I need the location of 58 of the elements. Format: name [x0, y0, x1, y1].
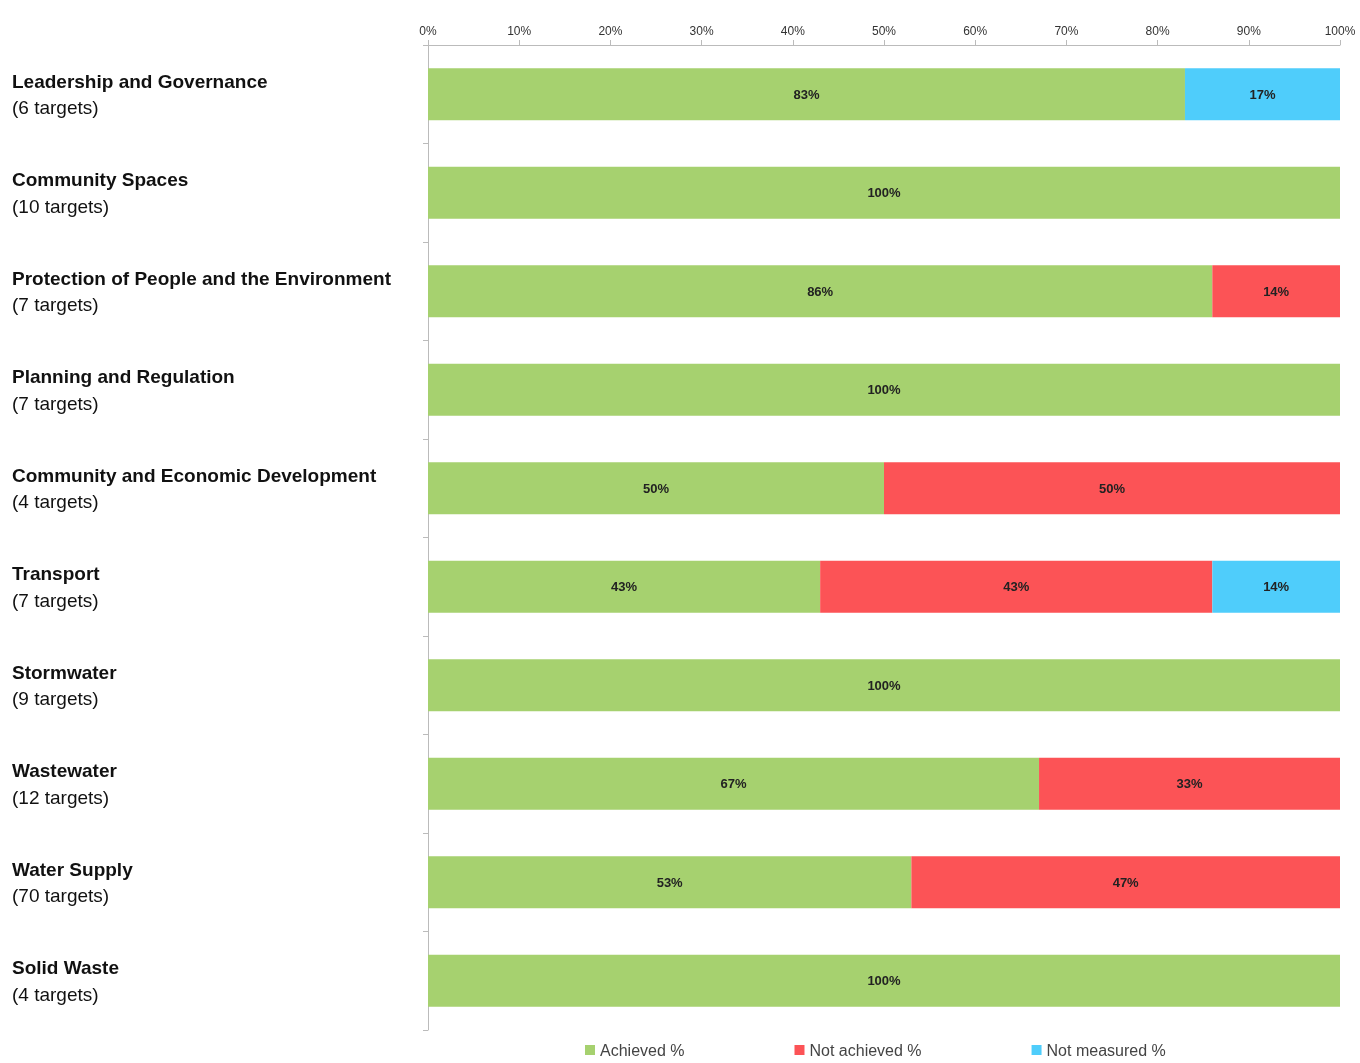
x-tick-label: 100%: [1324, 24, 1356, 38]
y-tick-label: Wastewater (12 targets): [12, 760, 118, 808]
data-label: 50%: [1098, 480, 1126, 496]
data-label: 100%: [867, 973, 902, 989]
bar: [1212, 265, 1340, 318]
x-tick-label: 20%: [598, 24, 623, 38]
legend-label: Not achieved %: [809, 1041, 922, 1059]
data-label: 17%: [1249, 86, 1276, 102]
bar: [428, 560, 821, 613]
x-tick-label: 0%: [419, 24, 437, 38]
y-tick-label: Planning and Regulation (7 targets): [12, 366, 235, 414]
data-label: 100%: [867, 382, 902, 398]
bar: [911, 856, 1340, 909]
y-tick-label: Transport (7 targets): [12, 563, 101, 611]
bar: [1212, 560, 1340, 613]
data-label: 43%: [1003, 579, 1030, 595]
data-label: 53%: [656, 874, 684, 890]
y-tick-label: Water Supply (70 targets): [12, 858, 134, 907]
bar: [428, 363, 1340, 416]
x-tick-label: 70%: [1054, 24, 1079, 38]
y-tick-label: Community and Economic Development (4 targets): [12, 464, 377, 513]
bar: [428, 462, 884, 515]
y-tick-label: Solid Waste (4 targets): [12, 957, 119, 1005]
bar: [428, 954, 1340, 1007]
data-label: 43%: [611, 579, 638, 595]
data-label: 83%: [793, 86, 820, 102]
x-tick-label: 10%: [507, 24, 532, 38]
bar: [884, 462, 1340, 515]
y-tick-label: Protection of People and the Environment (7 targets): [12, 267, 392, 316]
y-tick-label: Community Spaces (10 targets): [12, 169, 189, 217]
data-label: 100%: [867, 185, 902, 201]
data-label: 47%: [1112, 874, 1140, 890]
legend-label: Not measured %: [1046, 1041, 1166, 1059]
data-label: 14%: [1263, 579, 1290, 595]
bar: [1184, 68, 1340, 121]
data-label: 86%: [807, 283, 834, 299]
bar: [1039, 757, 1340, 810]
data-label: 67%: [720, 776, 747, 792]
x-tick-label: 50%: [871, 24, 897, 38]
data-label: 14%: [1263, 283, 1290, 299]
x-tick-label: 40%: [780, 24, 806, 38]
x-tick-label: 30%: [689, 24, 714, 38]
bar: [428, 68, 1185, 121]
x-tick-label: 80%: [1145, 24, 1170, 38]
bar: [428, 166, 1340, 219]
legend-label: Achieved %: [600, 1041, 685, 1059]
data-label: 100%: [867, 677, 902, 693]
y-tick-label: Stormwater (9 targets): [12, 661, 118, 710]
y-tick-label: Leadership and Governance (6 targets): [12, 70, 268, 119]
x-tick-label: 60%: [963, 24, 988, 38]
bar: [820, 560, 1213, 613]
bar: [428, 265, 1213, 318]
bar: [428, 659, 1340, 712]
data-label: 33%: [1176, 776, 1203, 792]
x-tick-label: 90%: [1236, 24, 1262, 38]
bar: [428, 757, 1040, 810]
data-label: 50%: [642, 480, 670, 496]
bar: [428, 856, 912, 909]
